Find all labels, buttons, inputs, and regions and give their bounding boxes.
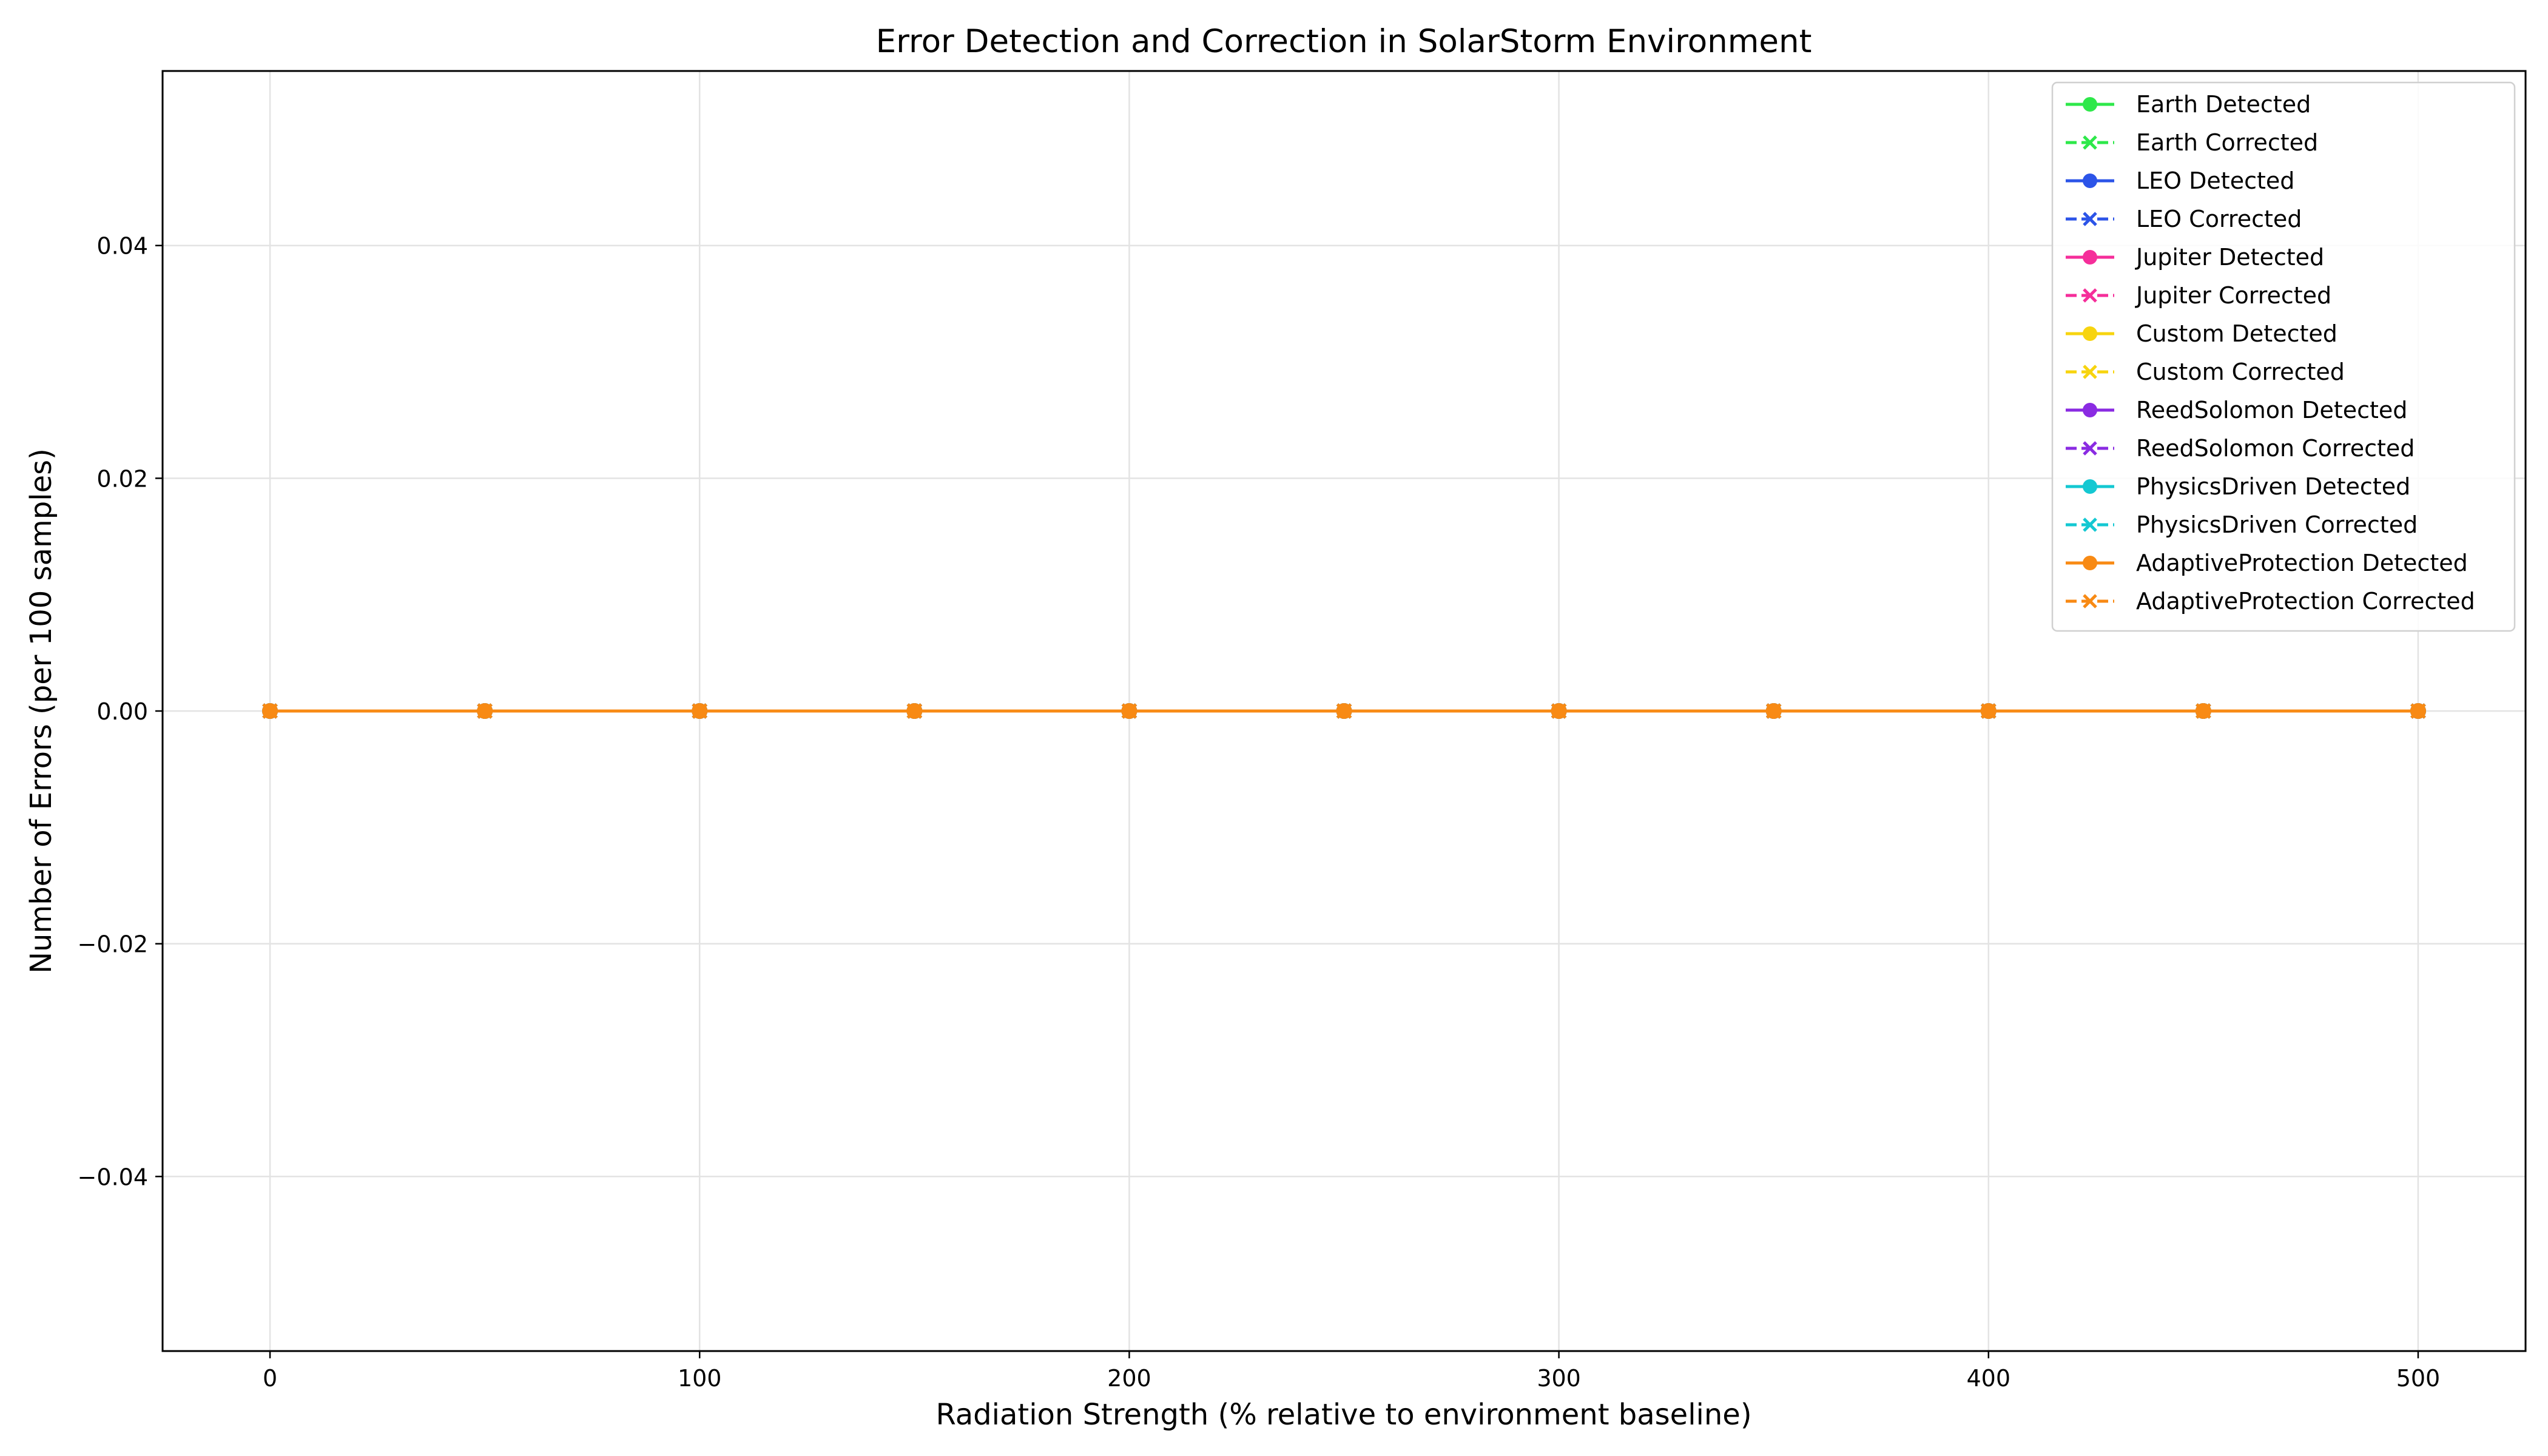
data-point — [1981, 703, 1997, 719]
legend: Earth Detected Earth Corrected LEO Detecte… — [2051, 81, 2516, 632]
legend-label: Jupiter Corrected — [2135, 282, 2331, 309]
legend-label: AdaptiveProtection Corrected — [2136, 588, 2475, 615]
legend-marker — [2083, 288, 2097, 303]
legend-item: AdaptiveProtection Corrected — [2066, 588, 2475, 615]
legend-marker — [2083, 403, 2097, 417]
legend-item: Earth Corrected — [2066, 129, 2318, 156]
legend-label: ReedSolomon Corrected — [2136, 435, 2415, 462]
plot-series — [262, 703, 2426, 719]
y-tick-label: 0.02 — [96, 465, 148, 492]
y-tick-label: 0.04 — [96, 233, 148, 260]
legend-item: AdaptiveProtection Detected — [2066, 550, 2468, 576]
legend-label: PhysicsDriven Detected — [2136, 473, 2410, 500]
series-adaptiveprotection-corrected — [262, 703, 2426, 719]
x-tick-label: 500 — [2396, 1365, 2441, 1392]
legend-label: PhysicsDriven Corrected — [2136, 511, 2418, 538]
legend-marker — [2083, 97, 2097, 112]
data-point — [1121, 703, 1138, 719]
data-point — [692, 703, 707, 719]
legend-marker — [2083, 365, 2097, 379]
x-tick-label: 400 — [1967, 1365, 2011, 1392]
x-tick-label: 100 — [678, 1365, 722, 1392]
y-tick-label: −0.04 — [78, 1164, 148, 1190]
data-point — [2196, 703, 2211, 719]
legend-item: ReedSolomon Corrected — [2066, 435, 2415, 462]
legend-item: LEO Detected — [2066, 167, 2294, 194]
y-tick-label: 0.00 — [96, 698, 148, 725]
legend-label: ReedSolomon Detected — [2136, 397, 2407, 423]
y-axis-label: Number of Errors (per 100 samples) — [24, 448, 58, 974]
data-point — [2410, 703, 2426, 719]
data-point — [477, 703, 493, 719]
legend-label: LEO Corrected — [2136, 206, 2302, 232]
legend-item: PhysicsDriven Detected — [2066, 473, 2410, 500]
legend-marker — [2083, 250, 2097, 265]
legend-label: LEO Detected — [2136, 167, 2294, 194]
axis-ticks: 0 100 200 300 400 500 0.04 0.02 0.00 −0.02 −0.04 — [78, 233, 2441, 1392]
legend-box — [2051, 81, 2516, 632]
legend-marker — [2083, 479, 2097, 494]
legend-item: LEO Corrected — [2066, 206, 2302, 232]
legend-label: Custom Corrected — [2136, 359, 2345, 385]
x-tick-label: 300 — [1537, 1365, 1581, 1392]
legend-marker — [2083, 212, 2097, 226]
legend-item: Earth Detected — [2066, 91, 2311, 118]
x-tick-label: 0 — [263, 1365, 277, 1392]
data-point — [1765, 703, 1782, 719]
y-tick-label: −0.02 — [78, 931, 148, 958]
legend-item: Jupiter Corrected — [2066, 282, 2331, 309]
legend-marker — [2083, 556, 2097, 570]
legend-marker — [2083, 517, 2097, 532]
legend-label: AdaptiveProtection Detected — [2136, 550, 2468, 576]
legend-item: Custom Corrected — [2066, 359, 2345, 385]
data-point — [1551, 703, 1567, 719]
legend-item: PhysicsDriven Corrected — [2066, 511, 2418, 538]
legend-label: Earth Detected — [2136, 91, 2311, 118]
data-point — [906, 703, 923, 719]
data-point — [262, 703, 278, 719]
legend-marker — [2083, 326, 2097, 341]
legend-label: Earth Corrected — [2136, 129, 2318, 156]
chart-title: Error Detection and Correction in SolarS… — [876, 23, 1812, 60]
legend-marker — [2083, 441, 2097, 456]
legend-item: ReedSolomon Detected — [2066, 397, 2407, 423]
legend-item: Custom Detected — [2066, 320, 2337, 347]
x-axis-label: Radiation Strength (% relative to enviro… — [935, 1398, 1751, 1432]
x-tick-label: 200 — [1107, 1365, 1151, 1392]
legend-marker — [2083, 594, 2097, 608]
legend-item: Jupiter Detected — [2066, 244, 2324, 271]
legend-label: Jupiter Detected — [2135, 244, 2324, 271]
legend-label: Custom Detected — [2136, 320, 2337, 347]
data-point — [1336, 703, 1352, 719]
legend-marker — [2083, 135, 2097, 150]
legend-marker — [2083, 174, 2097, 188]
